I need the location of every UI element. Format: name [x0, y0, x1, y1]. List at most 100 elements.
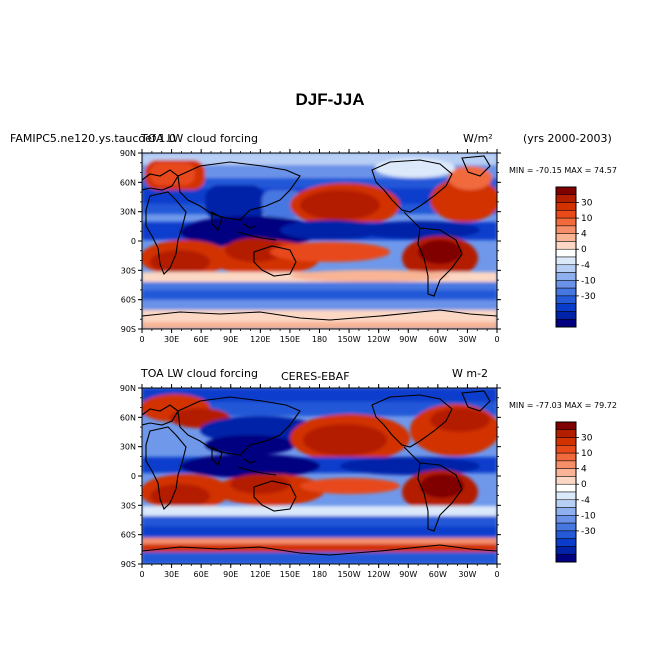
colorbar-top-swatch	[555, 202, 577, 211]
panel1-map	[142, 153, 497, 329]
colorbar-top-swatch	[555, 280, 577, 289]
colorbar-bottom-swatch	[555, 538, 577, 547]
colorbar-top-swatch	[555, 311, 577, 320]
panel2-lon-label: 0	[494, 570, 499, 579]
panel1-lat-label: 90S	[121, 325, 136, 334]
colorbar-bottom-swatch	[555, 553, 577, 563]
panel2-lat-label: 60N	[120, 413, 136, 422]
panel2-lon-label: 60W	[429, 570, 447, 579]
panel2-stats: MIN = -77.03 MAX = 79.72	[509, 401, 617, 410]
panel2-lat-label: 90N	[120, 384, 136, 393]
colorbar-top-swatch	[555, 264, 577, 273]
figure-title: DJF-JJA	[296, 90, 365, 109]
colorbar-bottom-swatch	[555, 468, 577, 477]
colorbar-bottom-label: 10	[581, 449, 593, 459]
panel2-lon-label: 90W	[399, 570, 417, 579]
colorbar-top-swatch	[555, 186, 577, 196]
colorbar-bottom-label: 30	[581, 434, 593, 444]
colorbar-bottom-swatch	[555, 476, 577, 485]
panel1-lon-label: 120E	[250, 335, 270, 344]
colorbar-top-swatch	[555, 194, 577, 203]
panel1-lat-label: 0	[131, 237, 136, 246]
panel1-lon-label: 90E	[223, 335, 238, 344]
colorbar-top-swatch	[555, 318, 577, 328]
panel1-lon-label: 30W	[458, 335, 476, 344]
panel1-lon-label: 150W	[337, 335, 360, 344]
colorbar-top-swatch	[555, 248, 577, 258]
colorbar-bottom-swatch	[555, 530, 577, 539]
colorbar-bottom-label: -10	[581, 511, 596, 521]
colorbar-top-swatch	[555, 256, 577, 266]
panel2-lat-label: 30N	[120, 443, 136, 452]
panel2-lon-label: 150W	[337, 570, 360, 579]
panel2-units: W m-2	[452, 367, 488, 380]
panel1-lon-label: 120W	[367, 335, 390, 344]
colorbar-top-swatch	[555, 233, 577, 242]
panel2-lon-label: 90E	[223, 570, 238, 579]
colorbar-top-swatch	[555, 272, 577, 281]
panel2-left-label: TOA LW cloud forcing	[140, 367, 258, 380]
panel2-lat-label: 0	[131, 472, 136, 481]
panel1-years: (yrs 2000-2003)	[523, 132, 612, 145]
panel2-map	[142, 388, 497, 564]
panel1-lon-label: 60W	[429, 335, 447, 344]
colorbar-top-label: -4	[581, 261, 590, 271]
colorbar-bottom-swatch	[555, 546, 577, 555]
colorbar-bottom-frame	[555, 421, 577, 563]
panel2-lon-label: 0	[139, 570, 144, 579]
colorbar-top-swatch	[555, 287, 577, 297]
panel2-lon-label: 150E	[280, 570, 300, 579]
panel1-lat-label: 60N	[120, 178, 136, 187]
colorbar-top: 30 10 4 0 -4 -10 -30	[555, 186, 596, 328]
colorbar-bottom-swatch	[555, 445, 577, 454]
panel1-center-label: TOA LW cloud forcing	[140, 132, 258, 145]
panel1-lon-label: 180	[312, 335, 327, 344]
colorbar-bottom-swatch	[555, 437, 577, 446]
panel-observation: TOA LW cloud forcing CERES-EBAF W m-2 MI…	[120, 367, 617, 579]
colorbar-bottom-label: -30	[581, 527, 596, 537]
colorbar-bottom-swatch	[555, 491, 577, 501]
colorbar-top-swatch	[555, 303, 577, 312]
colorbar-top-label: -10	[581, 276, 596, 286]
colorbar-top-label: 4	[581, 230, 587, 240]
panel2-lon-label: 120E	[250, 570, 270, 579]
colorbar-bottom-swatch	[555, 452, 577, 462]
panel2-lat-label: 90S	[121, 560, 136, 569]
panel1-lat-label: 30N	[120, 208, 136, 217]
colorbar-top-swatch	[555, 225, 577, 234]
colorbar-bottom-swatch	[555, 507, 577, 516]
panel2-lat-label: 60S	[121, 531, 136, 540]
panel1-lon-label: 90W	[399, 335, 417, 344]
panel1-lat-label: 60S	[121, 296, 136, 305]
panel2-lon-label: 30W	[458, 570, 476, 579]
panel-model: FAMIPC5.ne120.ys.taucoef.1.0 TOA LW clou…	[10, 132, 617, 344]
colorbar-bottom-swatch	[555, 515, 577, 524]
panel1-units: W/m²	[463, 132, 493, 145]
panel1-lon-label: 0	[494, 335, 499, 344]
colorbar-bottom-label: -4	[581, 496, 590, 506]
panel1-lon-label: 30E	[164, 335, 179, 344]
colorbar-bottom-label: 0	[581, 480, 587, 490]
colorbar-top-label: 0	[581, 245, 587, 255]
panel1-lon-label: 60E	[194, 335, 209, 344]
colorbar-top-swatch	[555, 210, 577, 219]
colorbar-top-label: -30	[581, 292, 596, 302]
colorbar-bottom-swatch	[555, 429, 577, 438]
colorbar-top-swatch	[555, 241, 577, 250]
colorbar-bottom-label: 4	[581, 465, 587, 475]
panel2-lon-label: 60E	[194, 570, 209, 579]
panel1-lon-label: 0	[139, 335, 144, 344]
panel1-lon-label: 150E	[280, 335, 300, 344]
colorbar-bottom-swatch	[555, 483, 577, 493]
panel2-lon-label: 180	[312, 570, 327, 579]
colorbar-bottom: 30 10 4 0 -4 -10 -30	[555, 421, 596, 563]
colorbar-bottom-swatch	[555, 522, 577, 532]
colorbar-top-label: 10	[581, 214, 593, 224]
colorbar-bottom-swatch	[555, 460, 577, 469]
colorbar-bottom-swatch	[555, 499, 577, 508]
panel2-center-label: CERES-EBAF	[281, 370, 350, 383]
colorbar-top-swatch	[555, 295, 577, 304]
panel1-left-label: FAMIPC5.ne120.ys.taucoef.1.0	[10, 132, 176, 145]
